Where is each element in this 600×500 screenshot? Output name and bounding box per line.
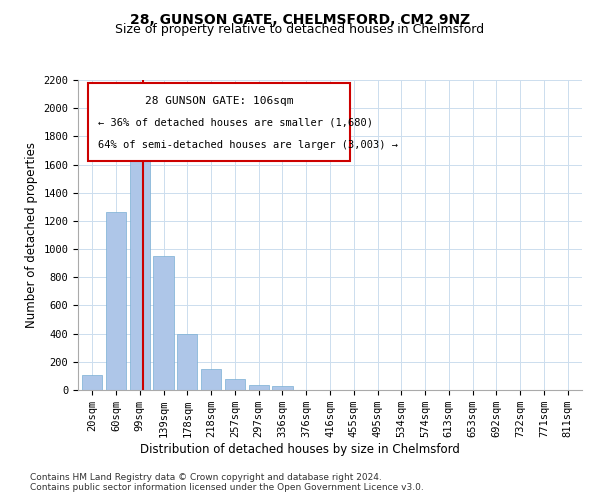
Bar (201, 369, 221, 390)
Bar (177, 334, 197, 390)
Bar (272, 386, 293, 390)
Y-axis label: Number of detached properties: Number of detached properties (25, 142, 38, 328)
Text: Size of property relative to detached houses in Chelmsford: Size of property relative to detached ho… (115, 22, 485, 36)
Bar (130, 146, 150, 390)
Bar (225, 378, 245, 390)
Text: 64% of semi-detached houses are larger (3,003) →: 64% of semi-detached houses are larger (… (98, 140, 398, 150)
Bar (248, 385, 269, 390)
FancyBboxPatch shape (88, 83, 350, 160)
Text: Contains public sector information licensed under the Open Government Licence v3: Contains public sector information licen… (30, 482, 424, 492)
Text: Distribution of detached houses by size in Chelmsford: Distribution of detached houses by size … (140, 442, 460, 456)
Bar (82, 374, 103, 390)
Text: Contains HM Land Registry data © Crown copyright and database right 2024.: Contains HM Land Registry data © Crown c… (30, 472, 382, 482)
Bar (106, 212, 126, 390)
Bar (154, 256, 173, 390)
Text: 28 GUNSON GATE: 106sqm: 28 GUNSON GATE: 106sqm (145, 96, 293, 106)
Text: 28, GUNSON GATE, CHELMSFORD, CM2 9NZ: 28, GUNSON GATE, CHELMSFORD, CM2 9NZ (130, 12, 470, 26)
Text: ← 36% of detached houses are smaller (1,680): ← 36% of detached houses are smaller (1,… (98, 118, 373, 128)
